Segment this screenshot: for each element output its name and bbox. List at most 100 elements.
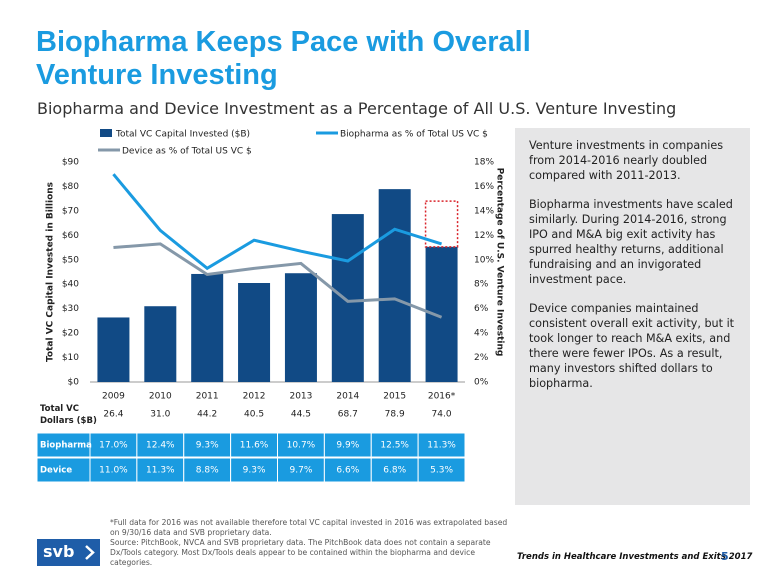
table-cell xyxy=(370,457,419,483)
y2-tick-label: 12% xyxy=(474,231,494,241)
table-value: 6.8% xyxy=(383,466,406,476)
table-value: 11.3% xyxy=(146,466,175,476)
table-cell xyxy=(277,457,325,483)
bar xyxy=(284,273,317,382)
x-tick-label: 2009 xyxy=(102,392,125,402)
table-cell xyxy=(230,457,278,483)
logo: svb xyxy=(37,539,100,566)
y-tick-label: $60 xyxy=(62,231,79,241)
y-tick-label: $10 xyxy=(62,353,79,363)
y-tick-label: $50 xyxy=(62,255,79,265)
table-cell xyxy=(230,432,278,458)
bar xyxy=(191,273,224,382)
y-axis-title: Total VC Capital Invested in Billions xyxy=(46,182,56,362)
x-tick-label: 2011 xyxy=(196,392,219,402)
table-cell xyxy=(277,432,325,458)
sidebar: Venture investments in companies from 20… xyxy=(515,128,750,505)
table-value: 68.7 xyxy=(338,410,358,420)
footnote: *Full data for 2016 was not available th… xyxy=(110,518,508,537)
table-value: 5.3% xyxy=(430,466,453,476)
legend-label: Device as % of Total US VC $ xyxy=(122,147,252,157)
extrapolated-bar xyxy=(424,200,459,248)
row-label: Total VC Dollars ($B) xyxy=(40,404,97,426)
y2-tick-label: 2% xyxy=(474,353,489,363)
sidebar-text: Venture investments in companies from 20… xyxy=(529,139,724,182)
row-label: Device xyxy=(40,466,72,476)
line xyxy=(113,242,443,319)
table-value: 9.3% xyxy=(196,441,219,451)
footnote: Source: PitchBook, NVCA and SVB propriet… xyxy=(110,538,491,567)
y2-tick-label: 14% xyxy=(474,206,494,216)
table-value: 74.0 xyxy=(432,410,452,420)
y2-tick-label: 6% xyxy=(474,304,489,314)
table-value: 8.8% xyxy=(196,466,219,476)
x-tick-label: 2010 xyxy=(149,392,172,402)
y-tick-label: $30 xyxy=(62,304,79,314)
title: Biopharma Keeps Pace with Overall Ventur… xyxy=(36,26,531,91)
table-value: 9.7% xyxy=(290,466,313,476)
table-value: 11.0% xyxy=(99,466,128,476)
table-value: 9.3% xyxy=(243,466,266,476)
table-cell xyxy=(183,432,232,458)
y2-tick-label: 10% xyxy=(474,255,494,265)
table-value: 12.4% xyxy=(146,441,175,451)
bar xyxy=(378,189,411,382)
table-value: 11.3% xyxy=(427,441,456,451)
table-value: 9.9% xyxy=(336,441,359,451)
x-tick-label: 2013 xyxy=(289,392,312,402)
y2-tick-label: 16% xyxy=(474,182,494,192)
y2-tick-label: 18% xyxy=(474,158,494,168)
report-name: Trends in Healthcare Investments and Exi… xyxy=(517,552,753,562)
y2-tick-label: 4% xyxy=(474,329,489,339)
table-value: 11.6% xyxy=(240,441,269,451)
bar xyxy=(144,306,177,382)
legend-label: Biopharma as % of Total US VC $ xyxy=(340,130,488,140)
table-value: 44.5 xyxy=(291,410,311,420)
y-tick-label: $80 xyxy=(62,182,79,192)
row-label: Biopharma xyxy=(40,441,92,451)
x-tick-label: 2012 xyxy=(243,392,266,402)
x-tick-label: 2014 xyxy=(336,392,359,402)
logo-chevron xyxy=(85,545,95,560)
table-cell xyxy=(183,457,232,483)
y-tick-label: $0 xyxy=(68,378,80,388)
y2-axis-title: Percentage of U.S. Venture Investing xyxy=(495,168,505,357)
table-cell xyxy=(417,457,466,483)
y-tick-label: $40 xyxy=(62,280,79,290)
table-cell xyxy=(136,457,185,483)
logo-text: svb xyxy=(43,542,75,561)
table-row xyxy=(36,457,91,483)
chart: $0 $10 $20 $30 $40 $50 $60 $70 $80 $90 0% 2% 4% 6% 8% 1… xyxy=(36,129,505,483)
line xyxy=(112,173,443,271)
y-tick-label: $20 xyxy=(62,329,79,339)
page-number: 5 xyxy=(721,550,729,563)
table-value: 6.6% xyxy=(336,466,359,476)
y2-tick-label: 8% xyxy=(474,280,489,290)
bar xyxy=(238,283,271,382)
table-cell xyxy=(323,457,372,483)
y-tick-label: $90 xyxy=(62,158,79,168)
legend-swatch xyxy=(100,129,112,137)
table-value: 10.7% xyxy=(287,441,316,451)
table-cell xyxy=(89,457,138,483)
x-tick-label: 2015 xyxy=(383,392,406,402)
subtitle: Biopharma and Device Investment as a Per… xyxy=(37,99,677,118)
table-cell xyxy=(417,432,466,458)
bar xyxy=(331,214,364,382)
x-tick-label: 2016* xyxy=(428,392,456,402)
bar xyxy=(97,317,130,382)
sidebar-text: Device companies maintained consistent o… xyxy=(529,302,735,390)
table-value: 26.4 xyxy=(103,410,123,420)
table-value: 44.2 xyxy=(197,410,217,420)
table-cell xyxy=(323,432,372,458)
table-value: 78.9 xyxy=(385,410,405,420)
table-value: 12.5% xyxy=(380,441,409,451)
sidebar-text: Biopharma investments have scaled simila… xyxy=(529,198,733,286)
table-value: 40.5 xyxy=(244,410,264,420)
y-tick-label: $70 xyxy=(62,206,79,216)
legend-label: Total VC Capital Invested ($B) xyxy=(115,130,250,140)
table-value: 31.0 xyxy=(150,410,170,420)
y2-tick-label: 0% xyxy=(474,378,489,388)
footnotes: *Full data for 2016 was not available th… xyxy=(110,518,510,568)
